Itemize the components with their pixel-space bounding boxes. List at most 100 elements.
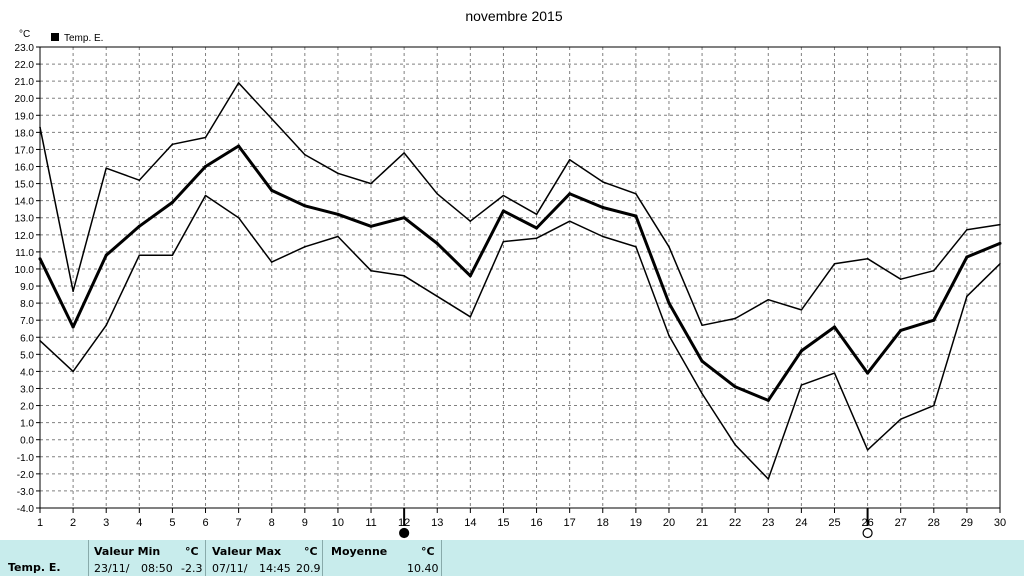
data-point-min bbox=[568, 220, 571, 222]
x-tick-label: 13 bbox=[431, 517, 443, 529]
data-point-mean bbox=[71, 325, 75, 329]
y-tick-label: 2.0 bbox=[20, 402, 34, 413]
y-tick-label: 22.0 bbox=[15, 60, 35, 71]
data-point-max bbox=[734, 317, 736, 320]
y-tick-label: 12.0 bbox=[15, 231, 35, 242]
data-point-mean bbox=[899, 328, 903, 332]
stats-divider bbox=[88, 540, 89, 576]
y-tick-label: 6.0 bbox=[20, 333, 34, 344]
y-tick-label: 9.0 bbox=[20, 282, 34, 293]
y-axis-unit: °C bbox=[19, 29, 30, 40]
data-point-max bbox=[899, 278, 902, 280]
data-point-max bbox=[304, 153, 306, 156]
data-point-max bbox=[105, 167, 107, 169]
x-tick-label: 18 bbox=[597, 517, 609, 529]
y-tick-label: 15.0 bbox=[15, 180, 35, 191]
data-point-max bbox=[933, 269, 935, 272]
data-point-max bbox=[403, 152, 405, 154]
max-unit: °C bbox=[304, 545, 318, 558]
data-point-min bbox=[72, 370, 74, 373]
data-point-max bbox=[833, 263, 836, 265]
mean-header: Moyenne bbox=[331, 545, 388, 558]
x-axis: 1234567891011121314151617181920212223242… bbox=[37, 508, 1006, 529]
data-point-mean bbox=[601, 206, 605, 209]
data-point-mean bbox=[204, 165, 207, 168]
min-header: Valeur Min bbox=[94, 545, 161, 558]
data-point-mean bbox=[237, 144, 241, 148]
x-tick-label: 6 bbox=[202, 517, 208, 529]
data-point-mean bbox=[303, 204, 307, 208]
data-point-max bbox=[370, 182, 372, 185]
data-point-min bbox=[304, 246, 306, 248]
x-tick-label: 10 bbox=[332, 517, 344, 529]
data-point-max bbox=[171, 143, 174, 146]
data-point-min bbox=[337, 235, 339, 238]
y-tick-label: 18.0 bbox=[15, 128, 35, 139]
data-point-mean bbox=[270, 188, 274, 192]
y-tick-label: 11.0 bbox=[15, 248, 34, 259]
y-axis: -4.0 -3.0 -2.0 -1.0 0.0 1.0 2.0 3.0 4.0 5.0 6.0 7.0… bbox=[15, 43, 40, 515]
y-tick-label: 13.0 bbox=[15, 214, 35, 225]
min-value: -2.3 bbox=[181, 562, 203, 575]
x-tick-label: 3 bbox=[103, 517, 109, 529]
data-point-max bbox=[668, 246, 670, 248]
y-tick-label: 0.0 bbox=[20, 436, 34, 447]
data-point-min bbox=[966, 295, 968, 298]
temperature-chart: novembre 2015 °C Temp. E. -4.0 -3.0 -2.0 -1… bbox=[15, 8, 1006, 539]
data-point-max bbox=[800, 309, 803, 311]
data-point-mean bbox=[369, 224, 373, 228]
data-point-min bbox=[635, 246, 637, 248]
y-tick-label: 17.0 bbox=[15, 145, 35, 156]
stats-series-label: Temp. E. bbox=[8, 561, 61, 574]
data-point-min bbox=[436, 295, 438, 298]
legend-label: Temp. E. bbox=[64, 33, 103, 44]
y-tick-label: -1.0 bbox=[17, 453, 35, 464]
x-tick-label: 23 bbox=[762, 517, 774, 529]
y-tick-label: 4.0 bbox=[20, 367, 34, 378]
data-point-mean bbox=[965, 255, 969, 259]
stats-label-cell: Temp. E. bbox=[0, 540, 88, 576]
mean-value: 10.40 bbox=[407, 562, 439, 575]
y-tick-label: 8.0 bbox=[20, 299, 34, 310]
data-point-min bbox=[403, 275, 405, 277]
data-point-max bbox=[138, 179, 141, 181]
data-point-mean bbox=[501, 209, 505, 213]
data-point-max bbox=[635, 193, 637, 195]
series-lines bbox=[38, 82, 1002, 480]
x-tick-label: 5 bbox=[169, 517, 175, 529]
data-point-max bbox=[701, 324, 703, 327]
data-point-mean bbox=[535, 226, 539, 230]
legend-swatch bbox=[51, 33, 59, 41]
data-point-max bbox=[237, 82, 240, 84]
data-point-mean bbox=[336, 212, 340, 216]
data-point-min bbox=[469, 316, 472, 318]
stats-divider bbox=[205, 540, 206, 576]
data-point-mean bbox=[733, 385, 737, 389]
grid-lines bbox=[40, 47, 1000, 508]
plot-frame bbox=[39, 46, 1001, 509]
max-value: 20.9 bbox=[296, 562, 321, 575]
data-point-max bbox=[602, 181, 604, 183]
data-point-mean bbox=[766, 398, 770, 402]
data-point-max bbox=[568, 158, 571, 161]
data-point-max bbox=[270, 117, 273, 120]
max-header: Valeur Max bbox=[212, 545, 282, 558]
stats-bar: Temp. E. Valeur Min °C 23/11/ 08:50 -2.3… bbox=[0, 540, 1024, 576]
y-tick-label: 20.0 bbox=[15, 94, 35, 105]
max-date: 07/11/ bbox=[212, 562, 248, 575]
x-tick-label: 20 bbox=[663, 517, 675, 529]
data-point-max bbox=[535, 213, 538, 216]
data-point-min bbox=[171, 254, 174, 257]
x-tick-label: 8 bbox=[269, 517, 275, 529]
x-tick-label: 27 bbox=[895, 517, 907, 529]
max-cell: Valeur Max °C 07/11/ 14:45 20.9 bbox=[206, 540, 322, 576]
y-tick-label: -3.0 bbox=[17, 487, 35, 498]
data-point-max bbox=[866, 257, 869, 260]
data-point-min bbox=[204, 194, 207, 197]
data-point-mean bbox=[866, 371, 870, 375]
full-moon-icon bbox=[399, 527, 410, 539]
data-point-min bbox=[270, 261, 273, 263]
y-tick-label: 1.0 bbox=[20, 419, 34, 430]
data-point-mean bbox=[435, 241, 439, 245]
data-point-min bbox=[800, 384, 803, 386]
